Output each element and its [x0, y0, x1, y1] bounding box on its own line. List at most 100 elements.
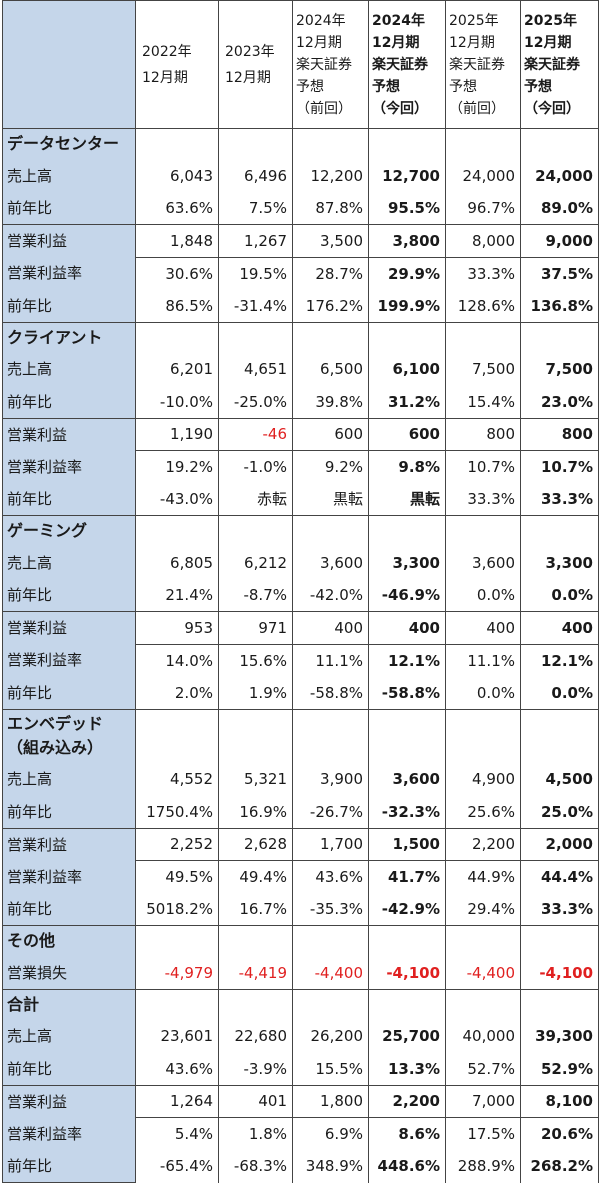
value-cell: 7,000 [445, 1084, 521, 1118]
value-cell: 52.7% [445, 1052, 521, 1085]
header-line: 予想 [296, 78, 324, 95]
value-cell: 128.6% [445, 289, 521, 322]
value-cell: 1,700 [292, 827, 369, 861]
row-label: 営業利益 [2, 417, 136, 451]
empty-cell [520, 515, 599, 547]
value-cell: 1,267 [218, 224, 293, 258]
value-cell: 25,700 [368, 1020, 446, 1053]
table-row: 売上高 6,805 6,212 3,600 3,300 3,600 3,300 [2, 546, 599, 579]
header-line: 12月期 [142, 69, 188, 86]
section-title-text-2: （組み込み） [7, 738, 104, 758]
table-row: 売上高 23,601 22,680 26,200 25,700 40,000 39,300 [2, 1020, 599, 1053]
value-cell: 448.6% [368, 1150, 446, 1183]
table-row: 営業利益 1,264 401 1,800 2,200 7,000 8,100 [2, 1084, 599, 1118]
value-cell: 199.9% [368, 289, 446, 322]
empty-cell [135, 321, 219, 353]
value-cell: 49.5% [135, 860, 219, 893]
value-cell: 22,680 [218, 1020, 293, 1053]
empty-cell [520, 925, 599, 957]
value-cell: 黒転 [368, 483, 446, 516]
header-line [142, 13, 218, 39]
row-label: 前年比 [2, 385, 136, 418]
header-line: 予想 [524, 78, 552, 95]
value-cell: 2,200 [445, 827, 521, 861]
row-label: 営業利益率 [2, 860, 136, 893]
table-row: 前年比 1750.4% 16.9% -26.7% -32.3% 25.6% 25.0% [2, 795, 599, 828]
empty-cell [292, 128, 369, 160]
empty-cell [218, 988, 293, 1020]
value-cell: -25.0% [218, 385, 293, 418]
value-cell: 19.2% [135, 450, 219, 483]
table-row: 売上高 6,043 6,496 12,200 12,700 24,000 24,000 [2, 159, 599, 192]
empty-cell [445, 708, 521, 763]
empty-cell [520, 988, 599, 1020]
value-cell: 600 [368, 417, 446, 451]
header-lines: 2024年 12月期 楽天証券 予想 （今回） [372, 10, 445, 120]
empty-cell [445, 128, 521, 160]
table-row: 営業利益 953 971 400 400 400 400 [2, 611, 599, 645]
value-cell: 49.4% [218, 860, 293, 893]
header-line: （今回） [524, 100, 580, 117]
value-cell: 16.9% [218, 795, 293, 828]
empty-cell [218, 321, 293, 353]
value-cell: 96.7% [445, 192, 521, 225]
value-cell: 41.7% [368, 860, 446, 893]
value-cell: 5018.2% [135, 893, 219, 926]
value-cell: 0.0% [445, 579, 521, 612]
header-line: 12月期 [225, 69, 271, 86]
section-header-row: クライアント [2, 321, 599, 353]
section-header-row: 合計 [2, 988, 599, 1020]
row-label: 前年比 [2, 483, 136, 516]
row-label: 前年比 [2, 1052, 136, 1085]
value-cell: 12,700 [368, 159, 446, 192]
value-cell: 15.6% [218, 644, 293, 677]
value-cell: 25.0% [520, 795, 599, 828]
value-cell: -10.0% [135, 385, 219, 418]
row-label: 営業利益 [2, 224, 136, 257]
row-label: 営業損失 [2, 956, 136, 990]
section-title: その他 [2, 925, 136, 957]
value-cell: -35.3% [292, 893, 369, 926]
empty-cell [520, 708, 599, 763]
value-cell: 39.8% [292, 385, 369, 418]
value-cell: 63.6% [135, 192, 219, 225]
value-cell: 31.2% [368, 385, 446, 418]
section-header-row: ゲーミング [2, 515, 599, 547]
section-title-text: ゲーミング [7, 521, 88, 541]
section-title-text: データセンター [7, 134, 120, 154]
value-cell: 1,500 [368, 827, 446, 861]
value-cell: 20.6% [520, 1117, 599, 1150]
value-cell: 3,900 [292, 763, 369, 796]
value-cell: -68.3% [218, 1150, 293, 1183]
header-line: 2025年 [524, 12, 577, 29]
value-cell: 23,601 [135, 1020, 219, 1053]
empty-cell [135, 988, 219, 1020]
value-cell: -4,100 [520, 956, 599, 989]
value-cell: 6,100 [368, 353, 446, 386]
section-header-row: その他 [2, 925, 599, 957]
row-label: 営業利益 [2, 1084, 136, 1118]
value-cell: 29.9% [368, 257, 446, 290]
table-row: 前年比 86.5% -31.4% 176.2% 199.9% 128.6% 136.8% [2, 289, 599, 323]
value-cell: -4,400 [445, 956, 521, 989]
value-cell: 348.9% [292, 1150, 369, 1183]
value-cell: 8,100 [520, 1084, 599, 1118]
value-cell: 19.5% [218, 257, 293, 290]
value-cell: 13.3% [368, 1052, 446, 1085]
value-cell: 24,000 [520, 159, 599, 192]
header-row: 2022年 12月期 2023年 12月期 2024年 12月期 楽天証券 予想 （前回） … [2, 0, 599, 129]
table-row: 営業損失 -4,979 -4,419 -4,400 -4,100 -4,400 -4,100 [2, 956, 599, 990]
value-cell: 1.9% [218, 676, 293, 709]
value-cell: 6,201 [135, 353, 219, 386]
value-cell: 44.4% [520, 860, 599, 893]
section-title: ゲーミング [2, 515, 136, 547]
value-cell: -46.9% [368, 579, 446, 612]
value-cell: 4,500 [520, 763, 599, 796]
row-label: 前年比 [2, 893, 136, 926]
empty-cell [218, 128, 293, 160]
value-cell: 黒転 [292, 483, 369, 516]
value-cell: 1,800 [292, 1084, 369, 1118]
value-cell: 6.9% [292, 1117, 369, 1150]
header-line: 2023年 [225, 43, 275, 60]
